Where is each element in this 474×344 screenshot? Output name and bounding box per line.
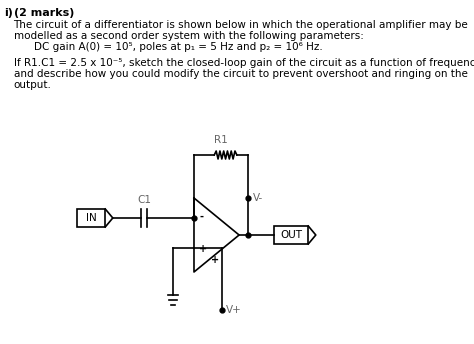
Text: DC gain A(0) = 10⁵, poles at p₁ = 5 Hz and p₂ = 10⁶ Hz.: DC gain A(0) = 10⁵, poles at p₁ = 5 Hz a…	[34, 42, 323, 52]
Text: R1: R1	[214, 135, 228, 145]
Text: OUT: OUT	[280, 230, 302, 240]
Text: C1: C1	[137, 195, 151, 205]
Text: (2 marks): (2 marks)	[14, 8, 74, 18]
Text: +: +	[211, 255, 219, 265]
Text: The circuit of a differentiator is shown below in which the operational amplifie: The circuit of a differentiator is shown…	[14, 20, 468, 30]
Text: If R1.C1 = 2.5 x 10⁻⁵, sketch the closed-loop gain of the circuit as a function : If R1.C1 = 2.5 x 10⁻⁵, sketch the closed…	[14, 58, 474, 68]
Text: i): i)	[5, 8, 13, 18]
Text: -: -	[199, 212, 203, 222]
Text: IN: IN	[86, 213, 96, 223]
Text: V-: V-	[253, 193, 263, 203]
Text: V+: V+	[226, 305, 241, 315]
Text: +: +	[199, 244, 208, 254]
Text: modelled as a second order system with the following parameters:: modelled as a second order system with t…	[14, 31, 364, 41]
Text: output.: output.	[14, 80, 51, 90]
Text: and describe how you could modify the circuit to prevent overshoot and ringing o: and describe how you could modify the ci…	[14, 69, 467, 79]
